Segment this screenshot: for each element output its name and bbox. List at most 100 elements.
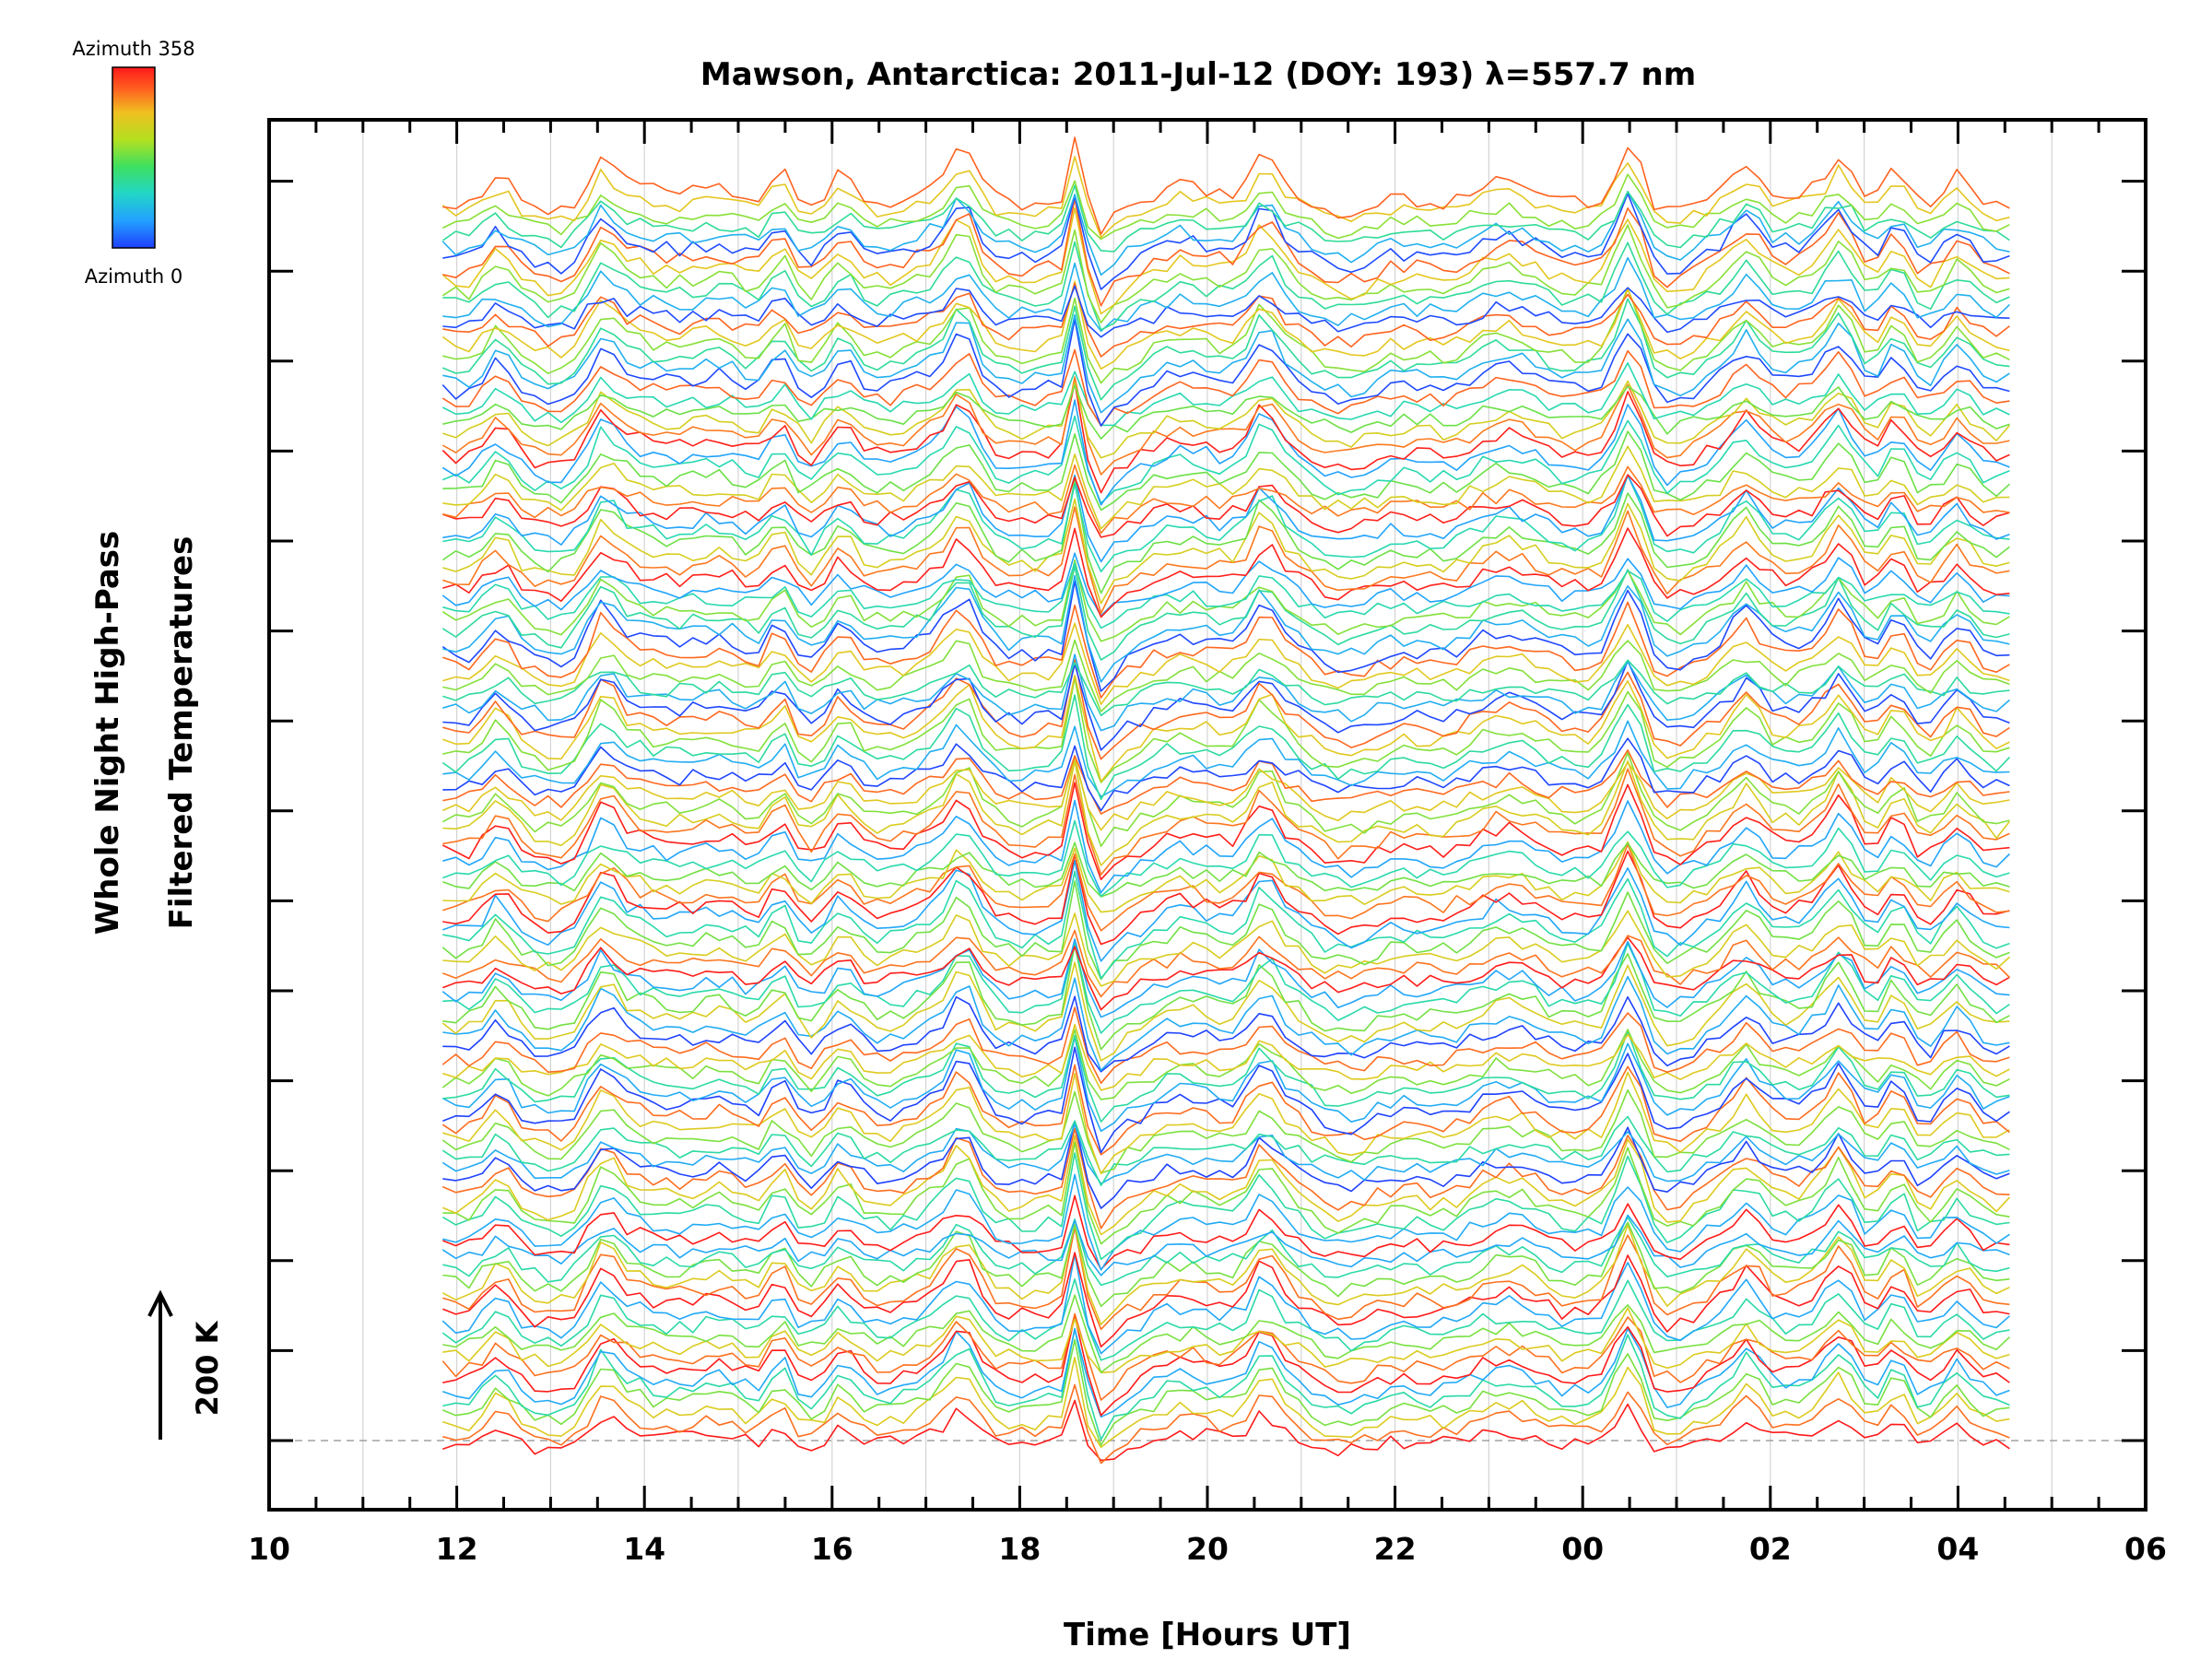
temperature-trace xyxy=(442,995,2010,1073)
temperature-trace xyxy=(441,1006,2010,1084)
temperature-trace xyxy=(442,622,2010,706)
temperature-trace xyxy=(441,751,2010,848)
temperature-trace xyxy=(442,1120,2010,1209)
temperature-trace xyxy=(442,1399,2010,1462)
temperature-trace xyxy=(441,938,2010,1018)
temperature-trace xyxy=(442,748,2010,815)
temperature-trace xyxy=(442,1023,2010,1091)
colorbar-bottom-label: Azimuth 0 xyxy=(85,265,183,288)
temperature-trace xyxy=(442,759,2011,866)
temperature-trace xyxy=(442,1046,2010,1154)
temperature-trace xyxy=(442,1141,2010,1245)
y-axis-label-line2: Filtered Temperatures xyxy=(163,536,200,930)
temperature-trace xyxy=(441,1253,2010,1355)
temperature-trace xyxy=(441,1214,2010,1277)
temperature-trace xyxy=(442,841,2010,913)
x-tick-label: 10 xyxy=(248,1531,290,1567)
x-axis-label: Time [Hours UT] xyxy=(1064,1617,1351,1653)
temperature-trace xyxy=(441,559,2010,642)
temperature-trace xyxy=(442,287,2010,384)
temperature-trace xyxy=(441,880,2010,981)
temperature-trace xyxy=(442,737,2010,812)
scale-arrow-head xyxy=(147,1289,173,1317)
plot-frame xyxy=(267,118,2147,1512)
temperature-trace xyxy=(442,910,2010,987)
temperature-trace xyxy=(442,527,2010,618)
temperature-trace xyxy=(442,474,2010,563)
temperature-trace xyxy=(442,843,2010,932)
temperature-trace xyxy=(441,1312,2010,1401)
temperature-trace xyxy=(442,660,2010,751)
temperature-trace xyxy=(442,1226,2010,1331)
temperature-trace xyxy=(442,674,2010,782)
temperature-traces xyxy=(441,136,2011,1465)
temperature-trace xyxy=(441,348,2010,427)
temperature-trace xyxy=(442,1357,2010,1449)
temperature-trace xyxy=(442,285,2010,338)
temperature-trace xyxy=(441,399,2010,506)
temperature-trace xyxy=(441,1135,2010,1236)
temperature-trace xyxy=(442,1217,2010,1287)
temperature-trace xyxy=(442,197,2010,307)
temperature-trace xyxy=(441,298,2010,401)
temperature-trace xyxy=(442,313,2010,414)
temperature-trace xyxy=(442,380,2011,459)
temperature-trace xyxy=(442,562,2010,629)
temperature-trace xyxy=(441,173,2010,241)
temperature-trace xyxy=(441,1338,2010,1446)
temperature-trace xyxy=(442,859,2010,962)
temperature-trace xyxy=(442,506,2010,615)
temperature-trace xyxy=(441,280,2010,371)
temperature-trace xyxy=(441,1064,2010,1156)
temperature-trace xyxy=(441,1029,2010,1100)
temperature-trace xyxy=(442,474,2010,538)
x-tick-label: 14 xyxy=(623,1531,665,1567)
temperature-trace xyxy=(441,1152,2010,1261)
temperature-trace xyxy=(442,384,2010,440)
temperature-trace xyxy=(441,782,2010,881)
temperature-trace xyxy=(442,658,2010,760)
temperature-trace xyxy=(441,1115,2010,1186)
x-tick-label: 00 xyxy=(1561,1531,1604,1567)
temperature-trace xyxy=(442,944,2010,1051)
temperature-trace xyxy=(442,819,2010,898)
y-axis-label: Whole Night High-Pass Filtered Temperatu… xyxy=(89,531,200,935)
temperature-trace xyxy=(441,961,2010,1062)
temperature-trace xyxy=(441,376,2010,476)
temperature-trace xyxy=(441,361,2010,427)
temperature-trace xyxy=(442,574,2010,683)
temperature-trace xyxy=(441,382,2010,494)
temperature-trace xyxy=(442,601,2010,699)
temperature-trace xyxy=(441,552,2010,617)
temperature-trace xyxy=(442,841,2010,898)
temperature-trace xyxy=(442,1252,2010,1347)
x-tick-labels: 10 12 14 16 18 20 22 00 02 04 06 xyxy=(248,1531,2167,1567)
temperature-trace xyxy=(442,1071,2010,1175)
x-tick-label: 16 xyxy=(811,1531,853,1567)
x-tick-label: 04 xyxy=(1936,1531,1979,1567)
temperature-trace xyxy=(441,565,2010,661)
temperature-trace xyxy=(442,942,2010,1034)
temperature-trace xyxy=(441,224,2010,324)
temperature-trace xyxy=(441,478,2010,594)
temperature-trace xyxy=(441,1223,2010,1325)
colorbar-legend: Azimuth 358 Azimuth 0 xyxy=(72,38,194,288)
temperature-trace xyxy=(442,1173,2010,1271)
x-tick-label: 12 xyxy=(436,1531,478,1567)
temperature-trace xyxy=(441,1124,2010,1185)
temperature-trace xyxy=(442,430,2010,512)
temperature-trace xyxy=(442,653,2010,732)
temperature-trace xyxy=(441,1278,2010,1361)
temperature-trace xyxy=(441,694,2010,801)
temperature-trace xyxy=(442,1307,2010,1374)
temperature-trace xyxy=(442,256,2010,333)
colorbar-top-label: Azimuth 358 xyxy=(72,38,194,60)
temperature-trace xyxy=(442,768,2010,876)
temperature-trace xyxy=(441,190,2010,276)
temperature-trace xyxy=(441,207,2010,315)
temperature-trace xyxy=(441,184,2010,253)
temperature-trace xyxy=(442,445,2010,530)
temperature-trace xyxy=(442,1327,2010,1441)
x-tick-label: 20 xyxy=(1186,1531,1229,1567)
